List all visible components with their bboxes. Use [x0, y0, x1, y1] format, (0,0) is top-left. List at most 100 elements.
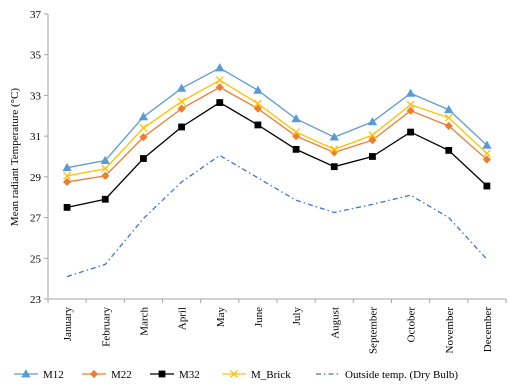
data-point-m-brick	[406, 100, 415, 109]
x-tick-label: March	[138, 307, 150, 336]
x-tick-label: January	[62, 307, 74, 342]
plot-area: 23 25 27 29 31 33 35 37 January February March Apri…	[30, 9, 507, 354]
legend-label: M12	[43, 369, 64, 381]
legend-swatch-marker	[21, 369, 31, 378]
data-point-m32	[330, 163, 338, 171]
data-point-m12	[291, 114, 301, 123]
data-point-m12	[329, 132, 339, 141]
data-point-m32	[254, 121, 262, 129]
data-point-m32	[101, 195, 109, 203]
data-point-m12	[367, 117, 378, 126]
data-point-m22	[406, 106, 415, 115]
legend-swatch-marker	[89, 369, 99, 379]
data-point-m-brick	[368, 131, 377, 140]
y-tick-label: 35	[30, 50, 42, 62]
data-point-m-brick	[253, 99, 262, 108]
y-tick-label: 37	[30, 9, 42, 21]
y-tick-label: 23	[30, 294, 42, 306]
data-point-m12	[62, 162, 72, 172]
data-point-m-brick	[330, 145, 339, 154]
data-point-m22	[63, 177, 72, 187]
legend-swatch-marker	[158, 370, 166, 378]
data-point-m22	[444, 121, 453, 131]
x-tick-label: October	[406, 307, 418, 343]
legend-label: M22	[111, 369, 132, 381]
data-point-m22	[482, 155, 491, 164]
y-axis-title: Mean radiant Temperature (°C)	[9, 88, 21, 226]
data-point-m32	[216, 99, 224, 106]
legend-item-m-brick: M_Brick	[222, 369, 291, 381]
data-point-m32	[292, 145, 300, 153]
x-tick-label: June	[253, 307, 265, 327]
x-tick-label: November	[444, 307, 456, 354]
data-point-m32	[483, 182, 491, 190]
series-line-m22	[66, 86, 488, 183]
x-tick-label: December	[482, 307, 494, 353]
data-point-m32	[178, 123, 185, 131]
data-point-m-brick-stroke	[63, 171, 72, 180]
data-point-m22	[139, 133, 148, 142]
x-tick-label: February	[100, 307, 112, 347]
y-tick-label: 27	[30, 213, 42, 225]
data-point-m12	[444, 104, 454, 114]
data-point-m22	[368, 136, 377, 145]
data-point-m-brick-stroke	[215, 76, 224, 85]
y-tick-label: 33	[30, 90, 42, 102]
legend-label: M_Brick	[251, 369, 291, 381]
legend: M12 M22 M32 M_Brick Outside temp. (Dry Bulb)	[14, 369, 458, 381]
x-tick-label: September	[367, 307, 379, 354]
data-point-m-brick	[215, 76, 224, 85]
data-point-m-brick	[177, 97, 186, 106]
legend-item-m12: M12	[14, 369, 64, 381]
legend-item-outside-temp-dry-bulb: Outside temp. (Dry Bulb)	[316, 369, 458, 381]
data-point-m-brick-stroke	[292, 128, 301, 137]
data-point-m-brick	[63, 171, 72, 180]
series-line-m12	[66, 67, 488, 169]
data-point-m12	[100, 155, 110, 164]
data-point-m-brick	[139, 124, 148, 132]
legend-label: M32	[179, 369, 200, 381]
series-line-outside-temp-dry-bulb	[66, 154, 488, 278]
data-point-m12	[405, 88, 416, 97]
data-point-m12	[482, 140, 492, 149]
legend-swatch-marker-stroke	[230, 370, 238, 378]
data-point-m22	[215, 83, 224, 92]
y-tick-label: 25	[30, 253, 42, 265]
data-point-m22	[253, 104, 262, 113]
data-point-m22	[101, 171, 110, 180]
legend-swatch-marker	[230, 370, 238, 378]
data-point-m12	[253, 85, 263, 94]
data-point-m-brick-stroke	[253, 99, 262, 108]
x-tick-label: April	[177, 307, 189, 330]
data-point-m32	[140, 155, 147, 162]
data-point-m-brick-stroke	[444, 113, 453, 122]
data-point-m-brick-stroke	[406, 100, 415, 109]
data-point-m-brick-stroke	[139, 124, 148, 132]
data-point-m32	[445, 146, 453, 154]
data-point-m12	[215, 63, 225, 72]
x-tick-label: July	[291, 307, 303, 326]
data-point-m-brick-stroke	[330, 145, 339, 154]
legend-item-m32: M32	[150, 369, 200, 381]
data-point-m-brick	[101, 164, 110, 173]
data-point-m-brick	[292, 128, 301, 137]
data-point-m32	[407, 128, 414, 136]
data-point-m32	[63, 203, 71, 211]
y-tick-label: 31	[30, 131, 41, 143]
y-tick-label: 29	[30, 172, 42, 184]
legend-label: Outside temp. (Dry Bulb)	[345, 369, 458, 381]
legend-item-m22: M22	[82, 369, 132, 381]
data-point-m12	[176, 83, 187, 92]
data-point-m-brick-stroke	[482, 149, 491, 158]
x-tick-label: May	[215, 307, 227, 328]
data-point-m12	[138, 111, 149, 121]
data-point-m22	[177, 104, 186, 113]
data-point-m-brick-stroke	[177, 97, 186, 106]
x-tick-label: August	[329, 307, 341, 339]
data-point-m-brick-stroke	[368, 131, 377, 140]
data-point-m32	[369, 153, 376, 160]
series-line-m-brick	[66, 79, 488, 177]
data-point-m-brick	[482, 149, 491, 158]
